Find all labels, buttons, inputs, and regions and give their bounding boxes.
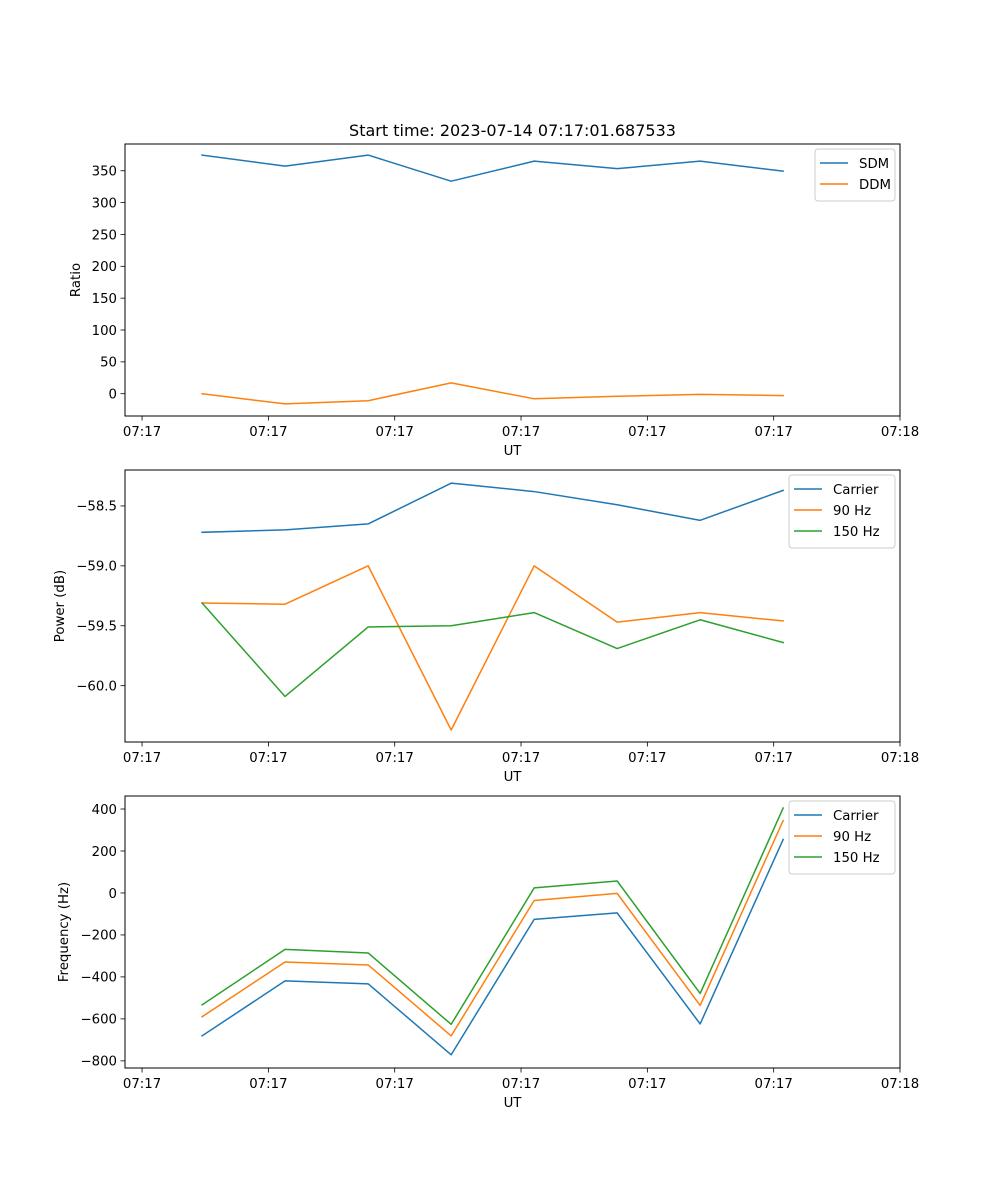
y-tick-label: −59.0: [76, 560, 117, 575]
y-axis-label: Power (dB): [53, 570, 68, 642]
legend-label: SDM: [859, 157, 889, 172]
y-tick-label: −60.0: [76, 679, 117, 694]
x-tick-label: 07:17: [628, 1077, 666, 1092]
y-tick-label: 0: [109, 388, 117, 403]
x-tick-label: 07:17: [376, 751, 414, 766]
x-tick-label: 07:17: [628, 751, 666, 766]
x-tick-label: 07:17: [123, 425, 161, 440]
legend-label: DDM: [859, 178, 891, 193]
x-tick-label: 07:18: [881, 1077, 919, 1092]
legend: Carrier 90 Hz 150 Hz: [788, 474, 896, 549]
legend: Carrier 90 Hz 150 Hz: [788, 800, 896, 875]
y-tick-label: −58.5: [76, 500, 117, 515]
legend: SDM DDM: [814, 148, 896, 202]
series-line-carrier: [201, 838, 785, 1056]
x-tick-label: 07:17: [249, 1077, 287, 1092]
series-line-sdm: [201, 154, 784, 182]
axes-frame: [124, 143, 901, 417]
x-tick-label: 07:17: [502, 751, 540, 766]
y-tick-label: −800: [80, 1055, 117, 1070]
x-tick-label: 07:17: [249, 751, 287, 766]
y-tick-label: −600: [80, 1013, 117, 1028]
axes-frame: [124, 795, 901, 1069]
y-tick-label: 100: [92, 324, 117, 339]
y-tick-label: 250: [92, 228, 117, 243]
legend-label: Carrier: [833, 483, 879, 498]
legend-box: [814, 148, 896, 202]
series-line-90-hz: [201, 819, 785, 1037]
figure-title: Start time: 2023-07-14 07:17:01.687533: [349, 121, 676, 140]
legend-label: 90 Hz: [833, 504, 871, 519]
y-axis-label: Frequency (Hz): [57, 882, 72, 982]
x-tick-label: 07:17: [376, 1077, 414, 1092]
legend-label: Carrier: [833, 809, 879, 824]
chart-panel-3: 07:17 07:17 07:17 07:17 07:17 07:17 07:18 −800 −…: [57, 795, 919, 1111]
legend-label: 150 Hz: [833, 525, 880, 540]
x-tick-label: 07:17: [123, 1077, 161, 1092]
y-tick-label: 350: [92, 165, 117, 180]
legend-label: 90 Hz: [833, 830, 871, 845]
y-tick-label: 200: [92, 260, 117, 275]
y-tick-label: 200: [92, 845, 117, 860]
x-tick-label: 07:18: [881, 751, 919, 766]
x-axis-label: UT: [504, 444, 523, 459]
y-tick-label: −59.5: [76, 620, 117, 635]
chart-panel-2: 07:17 07:17 07:17 07:17 07:17 07:17 07:18 −60.0…: [53, 469, 919, 785]
chart-panel-1: 07:17 07:17 07:17 07:17 07:17 07:17 07:18 0 50 10…: [69, 143, 919, 459]
x-axis-label: UT: [504, 770, 523, 785]
legend-box: [788, 800, 896, 875]
x-tick-label: 07:17: [123, 751, 161, 766]
series-line-150-hz: [201, 601, 785, 698]
y-tick-label: 400: [92, 803, 117, 818]
series-line-carrier: [201, 482, 785, 534]
x-tick-label: 07:17: [249, 425, 287, 440]
series-line-90-hz: [201, 565, 784, 731]
y-tick-label: 300: [92, 196, 117, 211]
x-axis-label: UT: [504, 1096, 523, 1111]
series-line-ddm: [201, 382, 784, 405]
x-tick-label: 07:17: [502, 1077, 540, 1092]
legend-label: 150 Hz: [833, 851, 880, 866]
y-tick-label: 50: [100, 356, 117, 371]
y-axis-label: Ratio: [69, 263, 84, 297]
axes-frame: [124, 469, 901, 743]
y-tick-label: −400: [80, 971, 117, 986]
x-tick-label: 07:17: [755, 751, 793, 766]
series-line-150-hz: [201, 806, 785, 1026]
x-tick-label: 07:17: [628, 425, 666, 440]
x-tick-label: 07:17: [755, 425, 793, 440]
y-tick-label: 0: [109, 887, 117, 902]
y-tick-label: −200: [80, 929, 117, 944]
legend-box: [788, 474, 896, 549]
x-tick-label: 07:17: [755, 1077, 793, 1092]
x-tick-label: 07:17: [502, 425, 540, 440]
y-tick-label: 150: [92, 292, 117, 307]
x-tick-label: 07:18: [881, 425, 919, 440]
x-tick-label: 07:17: [376, 425, 414, 440]
